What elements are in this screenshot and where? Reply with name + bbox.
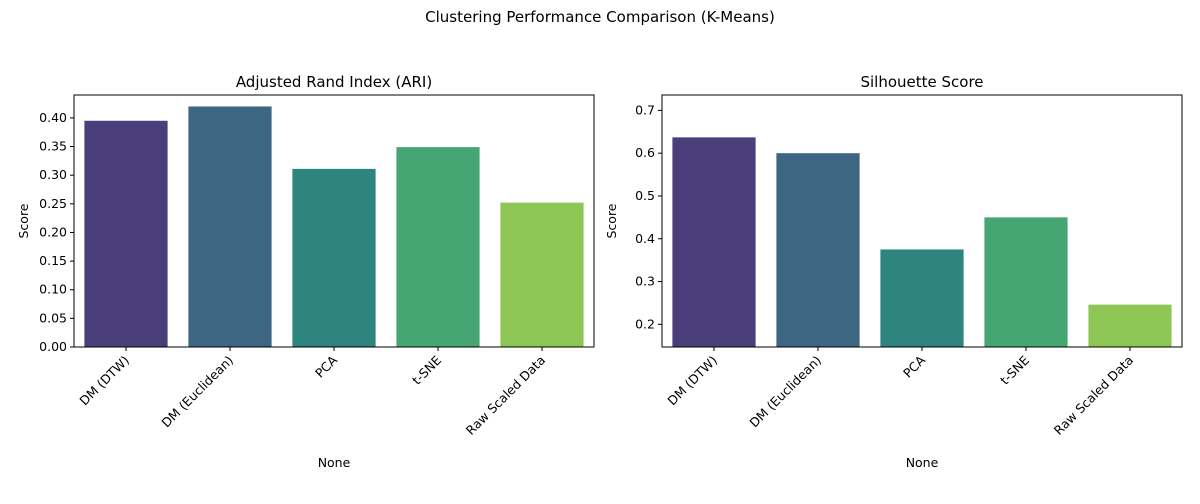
chart-title: Silhouette Score (860, 73, 983, 91)
bar-dm-dtw- (84, 120, 168, 347)
x-tick-label: Raw Scaled Data (1051, 353, 1136, 438)
bar-t-sne (396, 147, 480, 347)
bar-dm-euclidean- (776, 153, 860, 347)
x-tick-label: Raw Scaled Data (463, 353, 548, 438)
x-tick-label: DM (Euclidean) (158, 353, 236, 431)
x-tick-label: DM (Euclidean) (746, 353, 824, 431)
y-tick-label: 0.40 (39, 110, 67, 125)
chart-panel-1: 0.00 0.05 0.10 0.15 0.20 0.25 0.30 0.35 0.40 DM (… (16, 73, 595, 470)
y-tick-label: 0.3 (635, 274, 655, 289)
y-tick-label: 0.2 (635, 316, 655, 331)
y-tick-label: 0.15 (39, 253, 67, 268)
y-tick-label: 0.30 (39, 167, 67, 182)
x-tick-label: PCA (312, 352, 340, 380)
y-tick-label: 0.20 (39, 224, 67, 239)
bar-dm-euclidean- (188, 106, 272, 347)
y-tick-label: 0.10 (39, 282, 67, 297)
x-tick-label: t-SNE (997, 352, 1032, 387)
bar-t-sne (984, 217, 1068, 347)
y-axis-label: Score (16, 203, 31, 238)
y-tick-label: 0.5 (635, 188, 655, 203)
y-tick-label: 0.25 (39, 196, 67, 211)
chart-panel-2: 0.2 0.3 0.4 0.5 0.6 0.7 DM (DTW) DM (Euclidean)… (604, 73, 1183, 470)
x-tick-label: DM (DTW) (76, 353, 132, 409)
figure-suptitle: Clustering Performance Comparison (K-Mea… (425, 8, 775, 26)
bar-pca (292, 168, 376, 347)
bar-dm-dtw- (672, 137, 756, 347)
y-tick-label: 0.4 (635, 231, 655, 246)
bar-raw-scaled-data (500, 202, 584, 347)
x-tick-label: PCA (900, 352, 928, 380)
x-tick-label: t-SNE (409, 352, 444, 387)
bar-raw-scaled-data (1088, 304, 1172, 347)
x-axis-label: None (906, 455, 939, 470)
y-tick-label: 0.00 (39, 339, 67, 354)
y-tick-label: 0.6 (635, 145, 655, 160)
y-axis-label: Score (604, 203, 619, 238)
chart-title: Adjusted Rand Index (ARI) (236, 73, 432, 91)
y-tick-label: 0.7 (635, 102, 655, 117)
y-tick-label: 0.05 (39, 310, 67, 325)
bar-pca (880, 249, 964, 347)
x-tick-label: DM (DTW) (664, 353, 720, 409)
y-tick-label: 0.35 (39, 139, 67, 154)
x-axis-label: None (318, 455, 351, 470)
